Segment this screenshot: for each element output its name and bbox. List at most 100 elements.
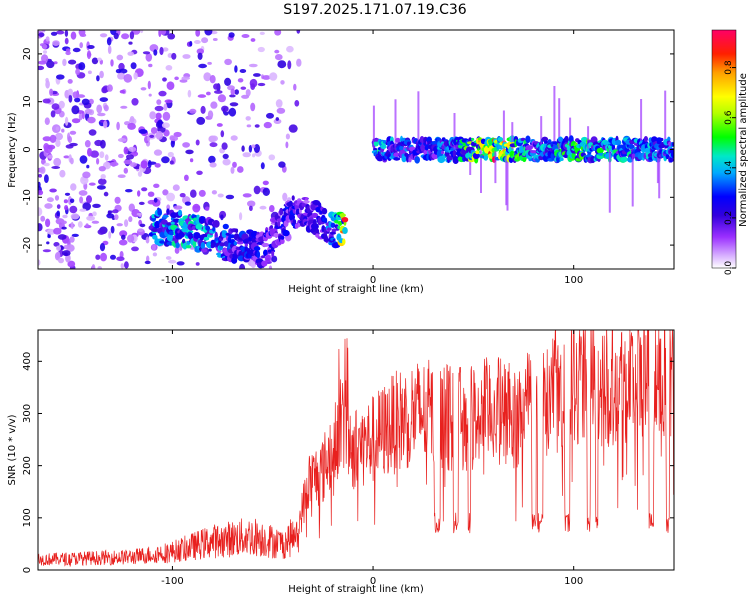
spectrogram-noise-blob	[245, 116, 251, 121]
spectrogram-noise-blob	[277, 60, 287, 69]
spectrogram-noise-blob	[99, 151, 105, 159]
spectrogram-noise-blob	[129, 116, 135, 124]
spectrogram-noise-blob	[81, 98, 90, 106]
spectrogram-ridge-cell	[170, 221, 175, 225]
spectrogram-noise-blob	[49, 88, 54, 97]
spectrogram-noise-blob	[190, 189, 197, 198]
spectrogram-streak	[558, 98, 561, 150]
spectrogram-noise-blob	[79, 33, 87, 37]
spectrogram-noise-blob	[123, 167, 128, 174]
spectrogram-noise-blob	[116, 121, 120, 131]
spectrogram-ridge-cell	[667, 136, 671, 142]
spectrogram-noise-blob	[162, 77, 167, 82]
spectrogram-noise-blob	[147, 80, 151, 90]
spectrogram-noise-blob	[128, 41, 133, 45]
spectrogram-noise-blob	[55, 139, 61, 147]
spectrogram-noise-blob	[49, 188, 57, 193]
spectrogram-noise-blob	[260, 162, 265, 170]
spectrogram-noise-blob	[161, 122, 170, 129]
spectrogram-noise-blob	[44, 174, 49, 184]
spectrogram-noise-blob	[70, 213, 80, 220]
spectrogram-ridge-cell	[166, 222, 173, 226]
spectrogram-noise-blob	[179, 193, 186, 198]
spectrogram-noise-blob	[195, 30, 201, 37]
spectrogram-ridge-cell	[261, 255, 266, 259]
spectrogram-ridge-cell	[452, 150, 457, 158]
spectrogram-noise-blob	[147, 191, 155, 197]
spectrogram-noise-blob	[179, 79, 188, 83]
spectrogram-noise-blob	[275, 54, 283, 61]
spectrogram-noise-blob	[155, 112, 162, 120]
spectrogram-noise-blob	[203, 72, 212, 82]
snr-panel: -100 0 100 0 100 200 300 400 Height of straight…	[7, 329, 675, 595]
spectrogram-noise-blob	[51, 103, 60, 110]
bottom-y-tick-label: 300	[22, 404, 33, 423]
spectrogram-ridge-cell	[310, 223, 319, 230]
spectrogram-noise-blob	[149, 134, 155, 138]
spectrogram-ridge-cell	[471, 137, 475, 141]
spectrogram-ridge-cell	[161, 219, 168, 225]
spectrogram-ridge-cell	[497, 137, 504, 142]
spectrogram-ridge-cell	[282, 229, 290, 237]
spectrogram-ridge-cell	[395, 137, 401, 143]
spectrogram-noise-blob	[44, 117, 50, 125]
spectrogram-noise-blob	[153, 49, 158, 56]
spectrogram-noise-blob	[205, 206, 210, 211]
spectrogram-ridge-cell	[188, 233, 194, 240]
spectrogram-noise-blob	[282, 192, 288, 202]
spectrogram-ridge-cell	[205, 225, 211, 231]
spectrogram-noise-blob	[293, 83, 297, 91]
spectrogram-noise-blob	[210, 135, 218, 142]
spectrogram-ridge-cell	[253, 246, 261, 252]
top-y-tick-label: 0	[22, 146, 33, 152]
spectrogram-noise-blob	[78, 190, 88, 196]
spectrogram-ridge-cell	[212, 220, 220, 228]
spectrogram-noise-blob	[259, 205, 267, 210]
spectrogram-noise-blob	[86, 195, 92, 204]
spectrogram-noise-blob	[38, 259, 41, 266]
spectrogram-noise-blob	[294, 100, 300, 107]
spectrogram-noise-blob	[198, 189, 206, 197]
spectrogram-noise-blob	[141, 187, 148, 192]
spectrogram-noise-blob	[64, 192, 71, 196]
spectrogram-noise-blob	[104, 154, 109, 161]
spectrogram-ridge-cell	[552, 141, 559, 145]
spectrogram-ridge-cell	[192, 240, 197, 248]
spectrogram-noise-blob	[216, 123, 223, 127]
spectrogram-noise-blob	[172, 184, 180, 191]
spectrogram-noise-blob	[239, 69, 247, 73]
spectrogram-noise-blob	[110, 59, 114, 67]
spectrogram-noise-blob	[144, 260, 151, 265]
spectrogram-noise-blob	[99, 33, 108, 38]
spectrogram-noise-blob	[269, 205, 275, 213]
spectrogram-noise-blob	[207, 61, 212, 65]
spectrogram-ridge-cell	[671, 142, 674, 147]
spectrogram-noise-blob	[234, 65, 238, 73]
spectrogram-noise-blob	[153, 197, 158, 203]
spectrogram-noise-blob	[100, 139, 106, 149]
spectrogram-ridge-cell	[399, 145, 404, 151]
spectrogram-ridge-cell	[175, 242, 180, 249]
spectrogram-noise-blob	[228, 107, 237, 117]
spectrogram-noise-blob	[147, 160, 152, 169]
spectrogram-noise-blob	[114, 214, 119, 221]
spectrogram-noise-blob	[137, 171, 143, 177]
spectrogram-noise-blob	[154, 163, 161, 168]
spectrogram-noise-blob	[121, 234, 126, 240]
spectrogram-noise-blob	[239, 212, 243, 221]
spectrogram-noise-blob	[224, 58, 233, 66]
spectrogram-ridge-cell	[380, 144, 387, 150]
spectrogram-noise-blob	[63, 155, 70, 159]
spectrogram-ridge-cell	[376, 155, 384, 162]
spectrogram-ridge-cell	[166, 234, 174, 242]
spectrogram-noise-blob	[116, 223, 123, 227]
spectrogram-noise-blob	[67, 79, 73, 84]
spectrogram-ridge-cell	[329, 231, 336, 235]
spectrogram-noise-blob	[92, 211, 97, 217]
spectrogram-ridge-cell	[330, 222, 336, 228]
spectrogram-noise-blob	[220, 130, 225, 138]
spectrogram-ridge-cell	[406, 141, 411, 147]
top-x-tick-label: -100	[161, 275, 184, 286]
spectrogram-ridge-cell	[196, 214, 200, 219]
